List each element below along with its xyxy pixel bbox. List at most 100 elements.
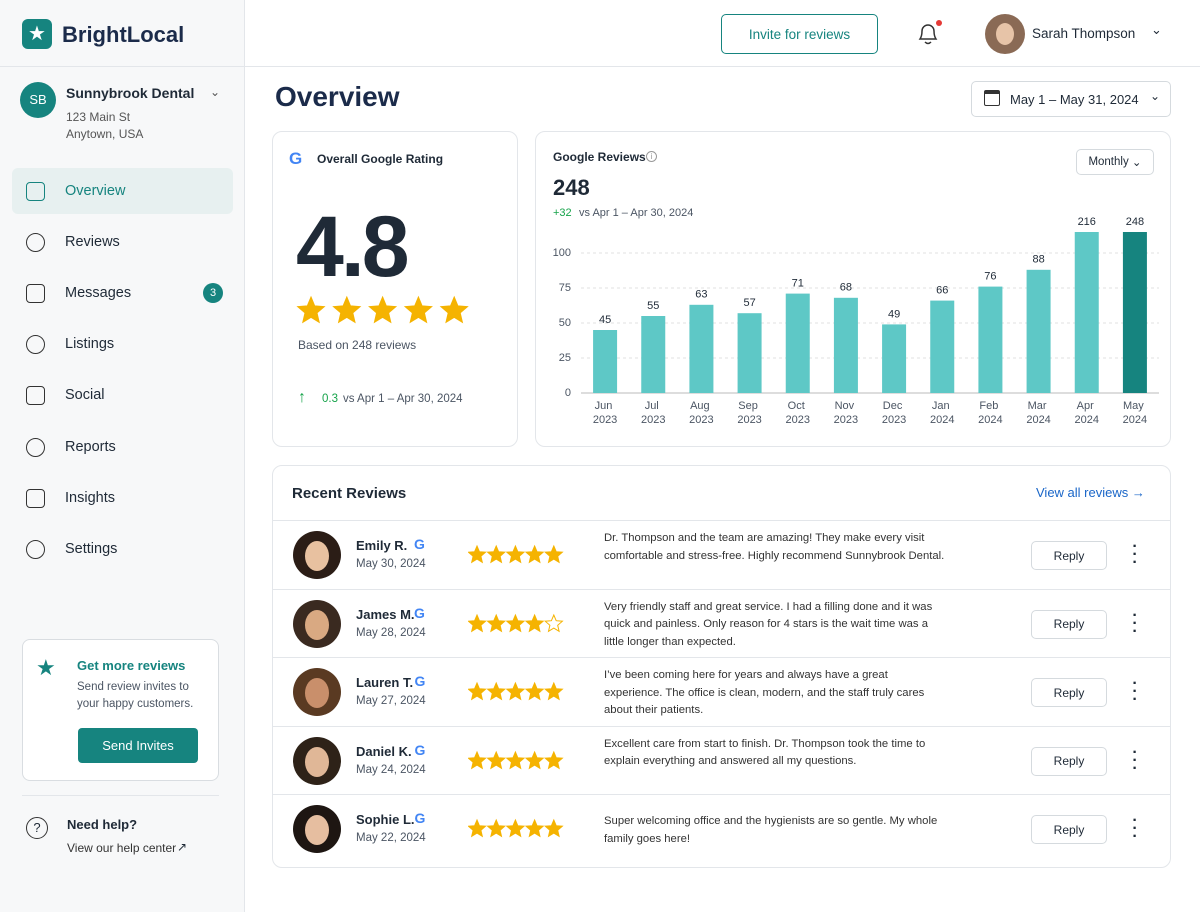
reply-button[interactable]: Reply	[1031, 815, 1107, 845]
user-name[interactable]: Sarah Thompson	[1032, 26, 1136, 41]
y-tick-label: 100	[553, 247, 571, 259]
chevron[interactable]: ⌄	[1151, 22, 1162, 37]
more-menu[interactable]: · · ·	[1132, 538, 1138, 571]
up-arrow: ↑	[298, 389, 306, 406]
google-icon: G	[414, 604, 425, 621]
x-tick-label: Apr 2024	[1075, 400, 1099, 426]
star	[332, 295, 362, 324]
google-icon: G	[414, 810, 426, 827]
review-row: Daniel K. G May 24, 2024 Excellent care fro…	[273, 725, 1170, 795]
chart-change-period: vs Apr 1 – Apr 30, 2024	[579, 207, 694, 219]
invite-button[interactable]: Invite for reviews	[721, 14, 878, 54]
more-menu[interactable]: · · ·	[1132, 743, 1138, 777]
chart-card: Google Reviews i 248 +32 vs Apr 1 – Apr …	[535, 131, 1171, 447]
rating-change-period: vs Apr 1 – Apr 30, 2024	[343, 393, 463, 405]
x-tick-label: Feb 2024	[978, 400, 1002, 426]
star	[505, 544, 526, 564]
review-date: May 28, 2024	[356, 626, 426, 639]
chevron[interactable]: ⌄	[210, 85, 221, 99]
star	[439, 295, 469, 324]
review-text: Very friendly staff and great service. I…	[604, 600, 933, 648]
google-icon: G	[414, 536, 425, 552]
reply-button[interactable]: Reply	[1031, 678, 1107, 708]
nav-item[interactable]: Reports	[12, 424, 233, 470]
more-menu[interactable]: · · ·	[1132, 606, 1138, 640]
date-range: May 1 – May 31, 2024	[1010, 91, 1139, 107]
google-icon: G	[414, 673, 426, 690]
empty-star	[543, 613, 564, 632]
nav-item[interactable]: Listings	[12, 321, 233, 367]
rating-card	[272, 131, 518, 447]
nav-item[interactable]: Messages 3	[12, 270, 233, 316]
review-row: James M. G May 28, 2024 Very friendly staff…	[273, 588, 1170, 658]
review-row: Sophie L. G May 22, 2024 Super welcoming of…	[273, 794, 1170, 863]
reviews-card: Recent Reviews View all reviews → Emily …	[272, 465, 1171, 868]
bar	[978, 286, 1003, 393]
nav-item[interactable]: Settings	[12, 526, 233, 572]
x-tick-label: Jan 2024	[930, 400, 954, 426]
period-select[interactable]: Monthly ⌄	[1076, 149, 1154, 175]
promo-title: Get more reviews	[77, 658, 186, 673]
value-label: 55	[647, 300, 659, 312]
brand: BrightLocal	[62, 22, 185, 47]
view-all-link[interactable]: View all reviews →	[1036, 485, 1145, 500]
value-label: 68	[840, 282, 852, 294]
star	[368, 295, 398, 324]
chart: 0 25 50 75 100 Jun 2023 45 Jul 2023 55 Aug 2023 63…	[553, 216, 1159, 426]
star	[468, 750, 487, 770]
review-stars	[468, 819, 564, 838]
x-tick-label: Aug 2023	[689, 400, 713, 426]
chart-total: 248	[553, 175, 590, 200]
reply-label: Reply	[1053, 822, 1085, 837]
reply-button[interactable]: Reply	[1031, 746, 1107, 776]
google-icon: G	[414, 741, 426, 758]
reply-label: Reply	[1053, 685, 1085, 700]
bar	[930, 300, 955, 393]
star	[524, 544, 545, 564]
more-menu[interactable]: · · ·	[1132, 812, 1138, 846]
bar	[737, 313, 762, 393]
address-line: Anytown, USA	[66, 127, 144, 141]
date-picker[interactable]: May 1 – May 31, 2024	[971, 81, 1171, 117]
more-menu[interactable]: · · ·	[1132, 675, 1138, 709]
y-tick-label: 75	[559, 282, 571, 294]
send-invites-button[interactable]: Send Invites	[78, 728, 198, 763]
review-row: Lauren T. G May 27, 2024 I’ve been coming h…	[273, 657, 1170, 726]
view-all-label: View all reviews	[1036, 485, 1129, 500]
nav-item[interactable]: Social	[12, 372, 233, 418]
value-label: 57	[743, 297, 755, 309]
bell-icon[interactable]	[914, 20, 942, 48]
nav-item[interactable]: Overview	[12, 168, 233, 214]
rating-title: Overall Google Rating	[317, 152, 444, 166]
help-icon: ?	[26, 817, 48, 839]
star	[524, 750, 545, 770]
nav-label: Reports	[65, 438, 116, 455]
bar	[641, 316, 666, 393]
nav-item[interactable]: Insights	[12, 475, 233, 521]
star	[543, 819, 564, 838]
value-label: 63	[695, 289, 707, 301]
bar	[882, 324, 907, 393]
user-avatar	[985, 14, 1025, 54]
chart-title: Google Reviews	[553, 150, 646, 164]
reviewer-avatar	[293, 668, 341, 717]
address-line: 123 Main St	[66, 110, 131, 124]
star	[505, 681, 526, 701]
bar	[785, 293, 810, 393]
help-link[interactable]: View our help center	[67, 841, 177, 855]
x-tick-label: Dec 2023	[882, 400, 906, 426]
nav-icon	[26, 539, 45, 559]
review-text: Dr. Thompson and the team are amazing! T…	[604, 532, 945, 562]
nav-icon	[26, 488, 45, 508]
star	[505, 750, 526, 770]
x-tick-label: Jul 2023	[641, 400, 665, 426]
google-icon: G	[289, 149, 303, 168]
nav-badge: 3	[203, 283, 223, 304]
reply-button[interactable]: Reply	[1031, 541, 1107, 570]
info-icon: i	[646, 151, 657, 162]
business-name[interactable]: Sunnybrook Dental	[66, 85, 195, 101]
period-label: Monthly	[1088, 156, 1129, 168]
reply-button[interactable]: Reply	[1031, 609, 1107, 639]
nav-item[interactable]: Reviews	[12, 219, 233, 265]
reply-label: Reply	[1053, 548, 1085, 563]
